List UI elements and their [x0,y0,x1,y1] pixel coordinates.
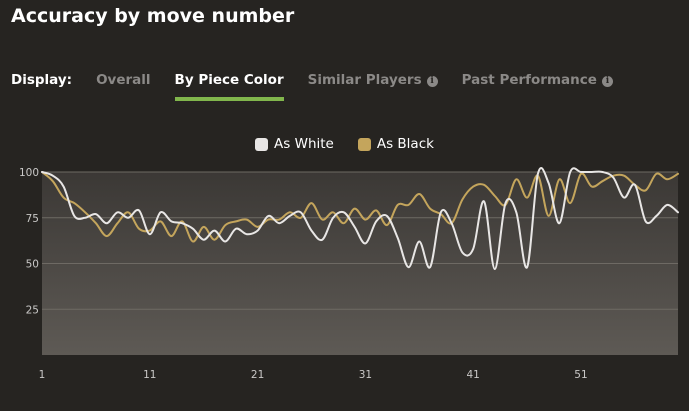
tab-past-performance[interactable]: Past Performance i [462,72,613,101]
legend-item-white[interactable]: As White [255,136,334,152]
info-icon[interactable]: i [426,76,438,87]
legend-label-black: As Black [376,136,434,152]
x-tick-label: 1 [39,369,46,381]
x-tick-label: 51 [574,369,587,381]
y-tick-label: 75 [26,213,39,225]
y-tick-label: 25 [26,304,39,316]
x-tick-label: 21 [251,369,264,381]
legend-item-black[interactable]: As Black [357,136,434,152]
tab-similar-players[interactable]: Similar Players i [308,72,438,101]
x-tick-label: 41 [466,369,479,381]
tab-past-performance-label: Past Performance [461,72,597,88]
tab-by-piece-color-label: By Piece Color [174,72,284,88]
legend-swatch-white [255,137,269,151]
y-tick-label: 100 [19,167,39,179]
display-tabs: Display: Overall By Piece Color Similar … [11,72,637,101]
info-icon[interactable]: i [601,76,613,87]
tab-overall[interactable]: Overall [96,72,150,101]
chart-legend: As White As Black [0,136,689,152]
series-line-white [41,167,679,271]
x-tick-label: 11 [143,369,156,381]
display-label: Display: [11,72,73,88]
series-line-black [41,171,679,243]
x-tick-label: 31 [359,369,372,381]
tab-overall-label: Overall [96,72,151,88]
tab-similar-players-label: Similar Players [307,72,422,88]
legend-swatch-black [357,137,371,151]
page-title: Accuracy by move number [11,5,295,27]
y-tick-label: 50 [26,259,39,271]
legend-label-white: As White [274,136,334,152]
tab-by-piece-color[interactable]: By Piece Color [174,72,284,101]
